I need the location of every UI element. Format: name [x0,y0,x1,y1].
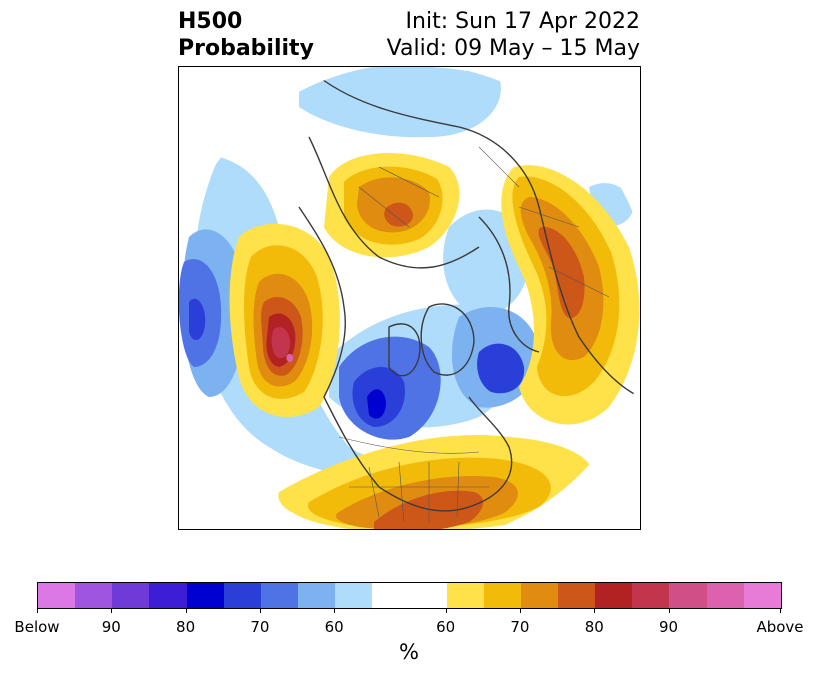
colorbar-tick-mark [594,608,596,613]
colorbar-swatch-below-70 [223,583,261,608]
colorbar-swatch-above-55 [446,583,484,608]
forecast-dates: Init: Sun 17 Apr 2022 Valid: 09 May – 15… [387,8,640,62]
below-normal-north [299,67,501,138]
coastline-hudson-bay [388,323,421,377]
colorbar-swatch-below-75 [186,583,224,608]
coastline-eurasia [318,76,640,398]
above-70-us [374,490,483,529]
colorbar-tick-mark [111,608,113,613]
probability-map [178,66,641,530]
colorbar-swatch-below-85 [112,583,150,608]
colorbar-tick-label: 80 [176,618,196,636]
colorbar-tick-mark [780,608,781,613]
valid-range: Valid: 09 May – 15 May [386,36,640,61]
above-90-alaska-ridge [286,353,294,363]
colorbar-unit-label: % [399,640,419,664]
colorbar-swatch-below-90 [75,583,113,608]
colorbar-swatch-above-95 [743,583,781,608]
map-title: H500 Probability [178,8,314,62]
colorbar-tick-mark [445,608,447,613]
title-line-2: Probability [178,36,314,61]
title-line-1: H500 [178,9,243,34]
colorbar-swatch-above-80 [632,583,670,608]
colorbar-swatch-above-70 [557,583,596,608]
colorbar-tick-mark [37,608,38,613]
border-us-canada [338,436,480,454]
colorbar-tick-label: 80 [584,618,604,636]
colorbar-swatch-above-85 [669,583,707,608]
colorbar-swatch-below-55 [335,583,373,608]
colorbar-tick-label: 90 [101,618,121,636]
coastline-greenland [420,303,475,376]
below-80-canada [367,389,386,419]
political-borders [338,146,610,523]
colorbar-tick-mark [668,608,670,613]
colorbar-tick-mark [185,608,187,613]
above-85-alaska-ridge [271,327,290,359]
border-us-states [349,461,489,523]
contour-fields [179,67,640,529]
colorbar-swatch-neutral [372,583,447,608]
colorbar-tick-mark [259,608,261,613]
colorbar-swatch-below-95 [38,583,76,608]
colorbar-swatch-above-75 [595,583,633,608]
colorbar-tick-label: 60 [436,618,456,636]
map-canvas [179,67,640,529]
colorbar-swatch-above-65 [520,583,558,608]
colorbar-swatch-below-65 [260,583,298,608]
coastlines [298,76,640,512]
below-75-west [189,298,206,341]
probability-colorbar [37,582,782,609]
colorbar-swatch-above-90 [706,583,744,608]
colorbar-tick-label: 60 [324,618,344,636]
init-date: Init: Sun 17 Apr 2022 [405,9,640,34]
coastline-europe [478,216,540,353]
colorbar-tick-label: 70 [510,618,530,636]
colorbar-tick-label: 70 [250,618,270,636]
above-70-arctic [384,202,413,227]
colorbar-tick-mark [519,608,521,613]
coastline-asia-east [308,136,480,269]
colorbar-tick-label: 90 [659,618,679,636]
colorbar-swatch-below-80 [149,583,187,608]
border-eurasia [358,146,610,298]
colorbar-tick-label: Above [756,618,804,636]
colorbar-tick-label: Below [14,618,60,636]
below-70-hudson [477,343,525,394]
colorbar-swatch-below-60 [297,583,336,608]
coastline-north-america [298,206,513,512]
colorbar-tick-mark [334,608,336,613]
colorbar-swatch-above-60 [483,583,521,608]
